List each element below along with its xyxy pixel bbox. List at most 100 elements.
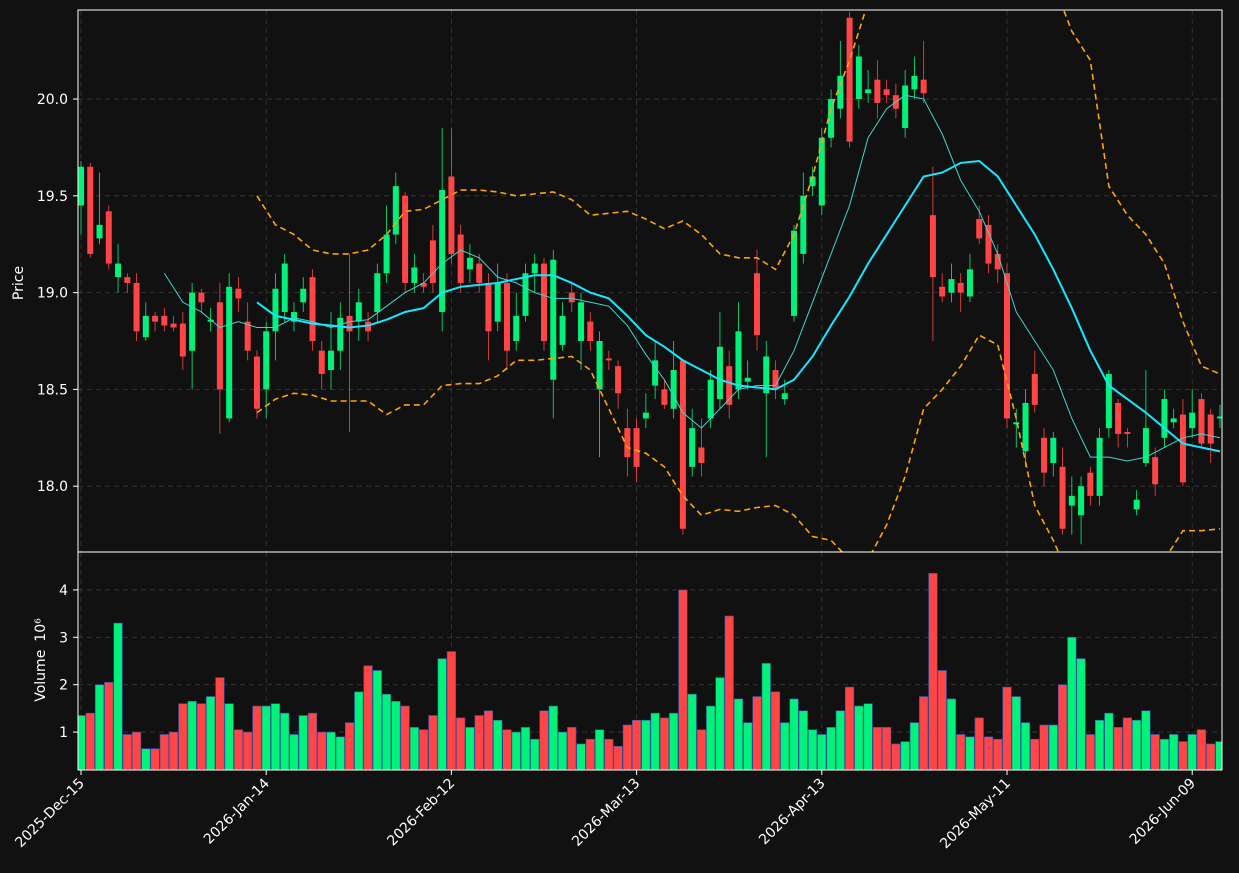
candle-body (1161, 399, 1168, 438)
volume-bar (178, 703, 188, 770)
candle-body (753, 273, 760, 336)
candle-body (818, 137, 825, 206)
volume-bar (243, 731, 253, 770)
volume-bar (78, 715, 86, 770)
candle-body (235, 288, 242, 299)
candle-body (587, 321, 594, 342)
candle-body (1022, 402, 1029, 452)
volume-bar (1057, 684, 1068, 770)
volume-bar (993, 738, 1003, 770)
volume-bar (1002, 686, 1012, 770)
candle-body (929, 215, 936, 278)
volume-bar (687, 693, 697, 770)
volume-bar (326, 731, 336, 770)
candle-body (392, 186, 399, 235)
candle-body (948, 279, 955, 293)
candle-body (596, 341, 603, 390)
volume-bar (1122, 717, 1132, 770)
volume-bar (1141, 710, 1151, 770)
volume-frame (77, 551, 1223, 771)
candle-body (503, 282, 510, 351)
volume-bar (983, 736, 994, 770)
candle-body (96, 224, 103, 239)
volume-bar (1076, 658, 1086, 770)
x-tick-label: 2025-Dec-15 (12, 776, 87, 851)
candle-body (216, 302, 223, 390)
candle-body (87, 166, 94, 254)
volume-axis-label: Volume 10⁶ (33, 618, 49, 702)
volume-bar (1085, 734, 1095, 770)
volume-bar (428, 715, 438, 770)
candle-body (263, 331, 270, 390)
candle-body (1170, 418, 1177, 423)
candle-body (1059, 466, 1066, 529)
volume-bar (863, 703, 873, 770)
candle-body (1031, 373, 1038, 405)
volume-bar (233, 729, 244, 770)
candle-body (920, 79, 927, 94)
candle-body (1207, 414, 1214, 444)
candle-body (624, 428, 631, 458)
volume-bar (400, 705, 410, 770)
candle-body (670, 370, 677, 409)
candle-body (791, 230, 798, 316)
indicator-line (256, 334, 1221, 552)
volume-bar (474, 715, 484, 770)
candle-body (1216, 416, 1222, 419)
volume-bar (835, 710, 845, 770)
volume-bar (298, 715, 308, 770)
volume-bar (696, 729, 707, 770)
volume-bar (798, 710, 808, 770)
candle-body (448, 176, 455, 254)
volume-bar (1048, 724, 1058, 770)
volume-bar (1030, 738, 1040, 770)
candle-body (328, 350, 335, 371)
candle-body (809, 176, 816, 187)
candle-body (1004, 273, 1010, 419)
volume-bar (335, 736, 345, 770)
volume-bar (493, 719, 503, 770)
indicator-line (163, 94, 1221, 462)
candle-body (522, 273, 529, 316)
candle-body (661, 389, 668, 405)
candle-body (559, 315, 566, 345)
candle-body (439, 190, 446, 312)
y-tick-label: 4 (59, 583, 68, 599)
candle-body (226, 286, 233, 419)
candle-body (578, 302, 585, 342)
volume-bar (1215, 741, 1222, 770)
volume-bar (113, 622, 123, 770)
volume-bar (1095, 719, 1105, 770)
candle-body (411, 267, 418, 283)
volume-bar (1150, 734, 1160, 770)
volume-bar (706, 705, 716, 770)
volume-bar (289, 734, 299, 770)
volume-bar (1132, 719, 1142, 770)
candle-body (179, 323, 186, 357)
candle-body (383, 234, 390, 274)
candle-body (115, 263, 122, 278)
candle-body (1198, 399, 1205, 444)
volume-bar (1187, 734, 1197, 770)
volume-bar (354, 691, 364, 770)
y-tick-label: 3 (59, 630, 68, 646)
volume-bar (456, 717, 466, 770)
x-tick-label: 2026-Jan-14 (201, 775, 273, 847)
volume-bar (622, 724, 632, 770)
volume-bar (94, 684, 105, 770)
volume-bar (585, 738, 595, 770)
candle-body (142, 315, 149, 338)
candle-body (189, 292, 196, 351)
candle-body (124, 277, 131, 283)
candle-body (726, 366, 733, 405)
volume-bar (854, 705, 864, 770)
candle-body (513, 315, 520, 342)
x-tick-label: 2026-Jun-09 (1127, 776, 1199, 848)
candle-body (744, 377, 751, 382)
candle-body (337, 317, 344, 351)
volume-bar (307, 712, 318, 770)
volume-bar (613, 746, 623, 770)
candle-body (253, 356, 260, 409)
candle-body (985, 224, 992, 264)
